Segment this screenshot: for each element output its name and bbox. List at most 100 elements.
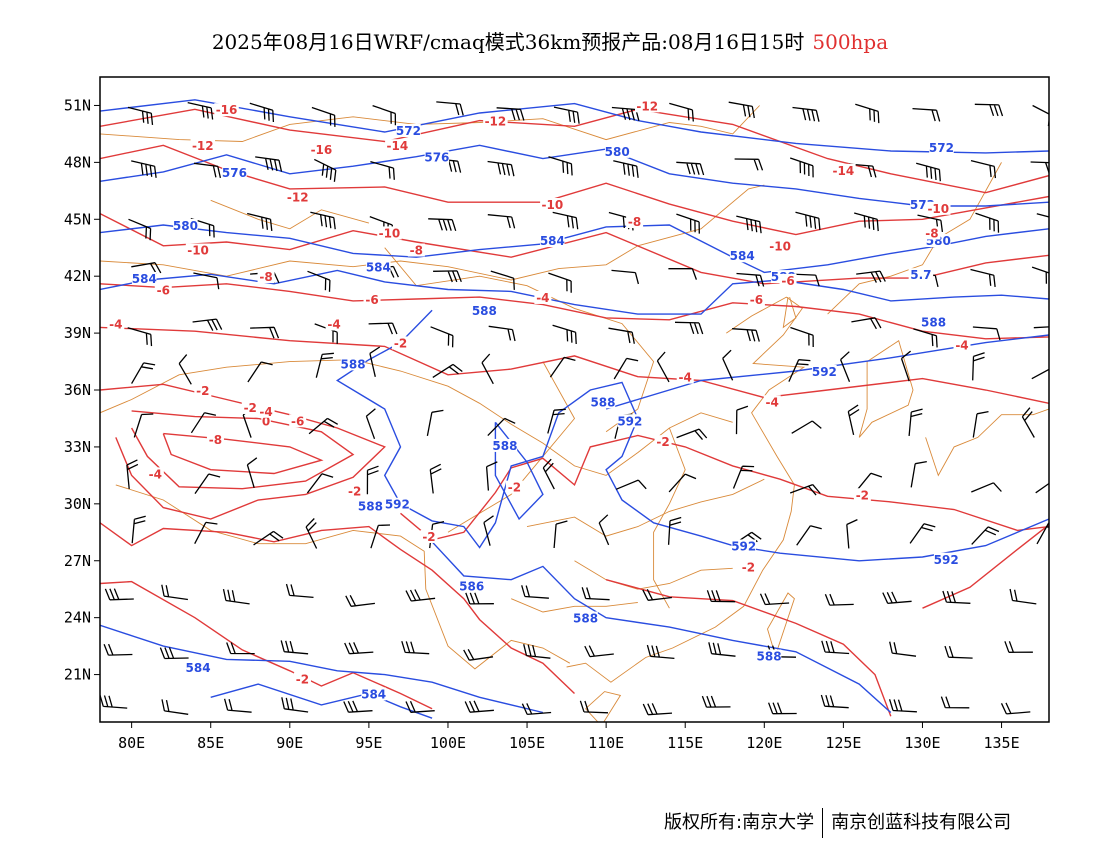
wind-barb: [487, 417, 516, 437]
wind-barb: [487, 214, 516, 229]
temperature-label: -4: [679, 371, 692, 385]
temperature-label-bg: [363, 292, 381, 306]
temperature-label: -2: [296, 672, 309, 686]
wind-barb: [882, 591, 912, 604]
wind-barb: [970, 159, 997, 179]
temperature-label: -6: [781, 274, 794, 288]
lon-tick-label: 95E: [355, 734, 382, 752]
height-label-bg: [185, 660, 211, 674]
height-label: 588: [590, 395, 615, 409]
wind-barb: [428, 218, 457, 231]
height-label-bg: [540, 234, 565, 248]
wind-barb: [668, 267, 698, 280]
temperature-label: -4: [109, 318, 122, 332]
wind-barb: [426, 409, 444, 437]
temperature-label: -12: [192, 139, 214, 153]
boundary-line: [100, 184, 765, 281]
boundary-line: [526, 478, 765, 537]
wind-barb: [187, 101, 214, 120]
temperature-label-bg: [676, 370, 694, 384]
wind-barb: [405, 589, 436, 602]
wind-barb: [908, 408, 923, 436]
wind-barb: [646, 644, 675, 660]
height-label: 576: [222, 166, 247, 180]
wind-barb: [314, 158, 337, 182]
height-label: 592: [385, 498, 410, 512]
temperature-label-bg: [309, 142, 334, 156]
height-label-bg: [908, 268, 934, 282]
temperature-label: -2: [742, 560, 755, 574]
height-label: 576: [424, 151, 449, 165]
lat-tick-label: 27N: [64, 552, 91, 570]
temperature-label-bg: [190, 139, 216, 153]
temperature-label: -16: [311, 143, 333, 157]
wind-barb: [759, 593, 790, 606]
wind-barb: [433, 270, 462, 283]
wind-barb: [463, 648, 494, 661]
lat-tick-label: 33N: [64, 438, 91, 456]
height-label: 592: [812, 365, 837, 379]
wind-barb: [547, 408, 566, 434]
boundary-line: [210, 199, 370, 230]
coastline-layer: [100, 105, 1049, 722]
height-label: 584: [186, 661, 211, 675]
temperature-label-bg: [926, 201, 951, 215]
wind-barb: [549, 356, 576, 378]
temperature-label-bg: [293, 672, 311, 686]
wind-barb: [131, 515, 146, 544]
wind-barb: [708, 642, 736, 657]
wind-barb: [523, 644, 551, 659]
lat-axis: 51N 48N 45N 42N 39N 36N 33N 30N 27N 24N 21N: [64, 96, 100, 684]
lon-tick-label: 85E: [197, 734, 224, 752]
wind-barb: [161, 699, 189, 715]
wind-barb: [483, 515, 494, 546]
lat-tick-label: 42N: [64, 267, 91, 285]
temperature-label-bg: [385, 139, 410, 153]
height-contour-line: [100, 99, 1049, 154]
temperature-label: -12: [287, 190, 309, 204]
height-label: 572: [396, 124, 421, 138]
lon-tick-label: 110E: [588, 734, 624, 752]
wind-barb: [487, 160, 515, 177]
temperature-label-bg: [747, 292, 765, 306]
wind-barb: [674, 321, 704, 335]
wind-barb: [436, 101, 464, 116]
wind-barb: [496, 107, 525, 121]
lat-tick-label: 48N: [64, 153, 91, 171]
height-label-bg: [590, 395, 616, 409]
height-label-bg: [929, 141, 954, 155]
temperature-label: -6: [157, 283, 170, 297]
wind-barb: [944, 645, 973, 659]
height-label: 588: [472, 304, 497, 318]
temperature-label: -10: [187, 244, 209, 258]
wind-barb: [161, 584, 188, 601]
boundary-line: [100, 359, 733, 476]
height-label-bg: [358, 499, 383, 513]
temperature-label: -4: [955, 338, 968, 352]
temperature-label: -4: [766, 395, 779, 409]
temperature-label: -16: [216, 103, 238, 117]
boundary-line: [782, 296, 797, 329]
wind-barb: [847, 404, 860, 436]
wind-barb: [701, 695, 731, 708]
temperature-label: -14: [833, 164, 855, 178]
wind-barb: [246, 457, 258, 488]
height-label-bg: [617, 414, 643, 428]
wind-barb: [553, 106, 580, 124]
temperature-label: -6: [291, 414, 304, 428]
temperature-label-bg: [654, 435, 672, 449]
temperature-label: -4: [327, 318, 340, 332]
wind-barb: [611, 269, 640, 285]
wind-barb: [851, 317, 882, 330]
wind-barb: [608, 327, 635, 344]
temperature-label-bg: [420, 529, 438, 543]
height-label-bg: [366, 260, 391, 274]
temperature-label-bg: [534, 290, 552, 304]
wind-barb: [1004, 641, 1033, 653]
wind-barb: [285, 583, 314, 599]
height-contour-line: [100, 224, 1049, 274]
wind-barb: [127, 327, 153, 347]
wind-barb: [1009, 588, 1037, 605]
wind-barb: [369, 346, 381, 377]
height-label: 584: [540, 234, 565, 248]
